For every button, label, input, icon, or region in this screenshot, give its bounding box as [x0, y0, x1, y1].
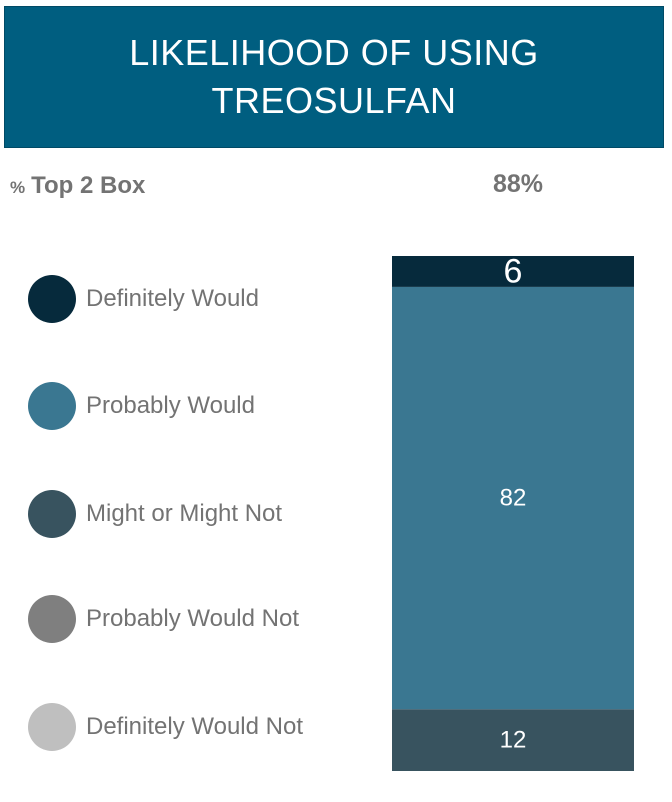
legend-item-probably-would-not: Probably Would Not: [28, 595, 299, 643]
legend-label-probably-would-not: Probably Would Not: [86, 605, 299, 632]
legend-swatch-definitely-would: [28, 275, 76, 323]
data-label-probably-would: 82: [500, 485, 527, 512]
legend-swatch-probably-would-not: [28, 595, 76, 643]
legend-item-might-or-might-not: Might or Might Not: [28, 490, 282, 538]
bar-segment-definitely-would: [392, 256, 634, 287]
title-banner: LIKELIHOOD OF USING TREOSULFAN: [4, 6, 664, 148]
legend-item-probably-would: Probably Would: [28, 382, 255, 430]
legend-item-definitely-would-not: Definitely Would Not: [28, 703, 303, 751]
legend-swatch-definitely-would-not: [28, 703, 76, 751]
top2-percent-symbol: %: [10, 178, 26, 197]
top2-box-text: Top 2 Box: [31, 172, 146, 199]
legend-label-definitely-would-not: Definitely Would Not: [86, 713, 303, 740]
chart-title: LIKELIHOOD OF USING TREOSULFAN: [129, 32, 539, 121]
legend-item-definitely-would: Definitely Would: [28, 275, 259, 323]
data-label-definitely-would: 6: [504, 252, 523, 290]
top2-box-label: % Top 2 Box: [10, 172, 145, 200]
legend-label-might-or-might-not: Might or Might Not: [86, 500, 283, 527]
bar-segment-might-or-might-not: [392, 709, 634, 771]
data-label-might-or-might-not: 12: [500, 727, 527, 754]
legend-swatch-probably-would: [28, 382, 76, 430]
top2-box-value: 88%: [492, 170, 544, 198]
bar-segment-probably-would: [392, 286, 634, 710]
legend-swatch-might-or-might-not: [28, 490, 76, 538]
legend-label-definitely-would: Definitely Would: [86, 285, 259, 312]
legend-label-probably-would: Probably Would: [86, 392, 255, 419]
